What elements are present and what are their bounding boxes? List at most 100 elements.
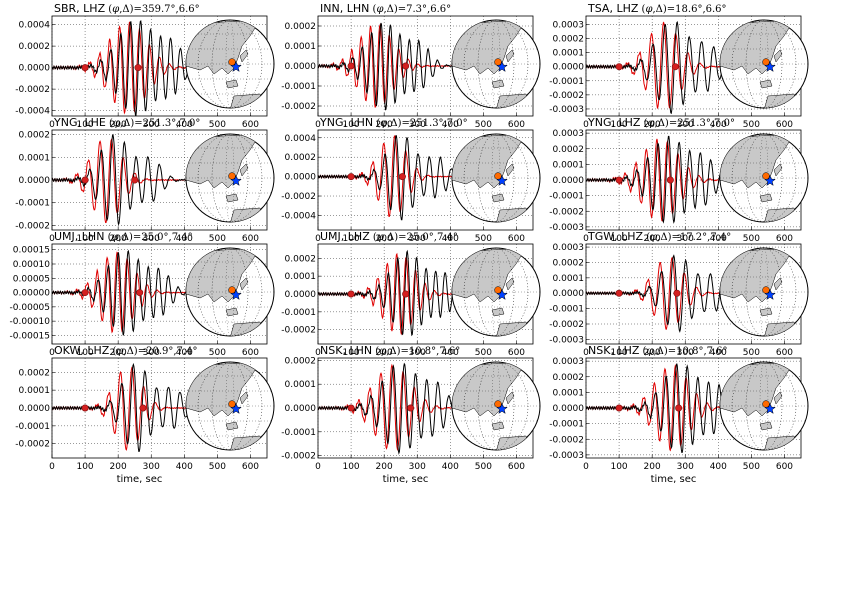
panel-title: UMJ, LHN (φ,Δ)=25.0°,7.4° bbox=[54, 231, 193, 244]
phase-marker bbox=[398, 173, 406, 181]
station-marker bbox=[228, 400, 236, 408]
globe-inset bbox=[451, 361, 541, 451]
x-tick-label: 100 bbox=[610, 348, 627, 358]
x-tick-label: 300 bbox=[143, 120, 160, 130]
y-tick-label: -0.0002 bbox=[281, 192, 316, 202]
asia-landmass bbox=[720, 20, 795, 75]
y-tick-label: 0.0002 bbox=[285, 254, 317, 264]
x-tick-label: 300 bbox=[677, 348, 694, 358]
y-tick-label: 0.0002 bbox=[553, 373, 585, 383]
panel-title-comma: , bbox=[436, 346, 440, 357]
station-marker bbox=[494, 400, 502, 408]
phase-marker bbox=[347, 62, 355, 70]
panel-title-distance: 7.0° bbox=[446, 118, 468, 129]
panel-title-channel: LHZ bbox=[616, 2, 639, 15]
x-axis-label: time, sec bbox=[117, 474, 163, 485]
australia-landmass bbox=[763, 321, 799, 336]
panel-yng-lhz: 0 100 200 300 400 500 600 0.0003 0.0002 0.0001 0.0… bbox=[549, 129, 809, 244]
x-axis-label: time, sec bbox=[651, 474, 697, 485]
meridian-line bbox=[211, 248, 249, 336]
y-tick-label: -0.0002 bbox=[549, 435, 584, 445]
panel-title-azimuth: 17.2° bbox=[679, 232, 708, 243]
asia-landmass bbox=[186, 362, 261, 417]
x-tick-label: 500 bbox=[743, 120, 760, 130]
panel-title-azimuth: 251.3° bbox=[142, 118, 177, 129]
japan-landmass bbox=[773, 277, 783, 291]
panel-title-params: (φ,Δ)= bbox=[643, 232, 680, 243]
x-tick-label: 300 bbox=[677, 462, 694, 472]
panel-title-station: TSA bbox=[588, 2, 610, 15]
meridian-line bbox=[731, 134, 797, 222]
y-tick-label: 0.0004 bbox=[19, 21, 51, 31]
event-star bbox=[496, 174, 508, 186]
y-tick-label: -0.0002 bbox=[15, 85, 50, 95]
x-tick-label: 300 bbox=[143, 234, 160, 244]
panel-title-station: INN bbox=[320, 2, 340, 15]
panel-title-comma: , bbox=[176, 118, 180, 129]
y-tick-label: -0.0004 bbox=[281, 211, 316, 221]
x-tick-label: 100 bbox=[342, 234, 359, 244]
x-tick-label: 500 bbox=[209, 234, 226, 244]
x-tick-label: 600 bbox=[242, 234, 259, 244]
panel-title: NSK, LHN (φ,Δ)=10.8°,7.6° bbox=[320, 345, 460, 358]
panel-umj-lhn: 0 100 200 300 400 500 600 0.00015 0.00010 0.00005… bbox=[10, 243, 275, 358]
meridian-line bbox=[745, 20, 783, 108]
meridian-line bbox=[477, 20, 515, 108]
y-tick-label: -0.0001 bbox=[549, 420, 584, 430]
meridian-line bbox=[197, 248, 263, 336]
x-tick-label: 0 bbox=[49, 348, 55, 358]
x-tick-label: 100 bbox=[610, 234, 627, 244]
y-tick-label: 0.0001 bbox=[19, 153, 51, 163]
x-tick-label: 100 bbox=[76, 120, 93, 130]
x-tick-label: 300 bbox=[677, 120, 694, 130]
japan-landmass bbox=[505, 49, 515, 63]
panel-title-params: (φ,Δ)= bbox=[105, 118, 143, 129]
x-tick-label: 100 bbox=[342, 348, 359, 358]
panel-title-separator: , bbox=[342, 344, 350, 357]
panel-title-station: NSK bbox=[320, 344, 343, 357]
y-tick-label: 0.0000 bbox=[285, 173, 317, 183]
y-tick-label: 0.0002 bbox=[553, 35, 585, 45]
x-tick-label: 100 bbox=[342, 462, 359, 472]
y-tick-label: -0.0001 bbox=[549, 77, 584, 87]
phase-marker bbox=[615, 289, 623, 297]
y-tick-label: 0.0000 bbox=[19, 64, 51, 74]
islands-landmass bbox=[759, 193, 773, 203]
y-tick-label: -0.0003 bbox=[549, 335, 584, 345]
x-tick-label: 600 bbox=[242, 348, 259, 358]
x-tick-label: 0 bbox=[315, 234, 321, 244]
station-marker bbox=[494, 286, 502, 294]
australia-landmass bbox=[763, 93, 799, 108]
y-tick-label: 0.0003 bbox=[553, 20, 585, 30]
x-tick-label: 600 bbox=[242, 120, 259, 130]
panel-title-channel: LHZ bbox=[347, 230, 370, 243]
y-tick-label: 0.0000 bbox=[19, 176, 51, 186]
panel-title-azimuth: 10.8° bbox=[408, 346, 437, 357]
panel-tgw-lhz: 0 100 200 300 400 500 600 0.0003 0.0002 0.0001 0.0… bbox=[549, 243, 809, 358]
x-tick-label: 600 bbox=[508, 462, 525, 472]
panel-title-params: (φ,Δ)= bbox=[369, 4, 407, 15]
y-tick-label: 0.0002 bbox=[19, 131, 51, 141]
y-tick-label: 0.00000 bbox=[13, 289, 50, 299]
japan-landmass bbox=[505, 277, 515, 291]
globe-land bbox=[186, 362, 274, 450]
x-tick-label: 500 bbox=[209, 462, 226, 472]
x-tick-label: 300 bbox=[409, 234, 426, 244]
panel-title-station: NSK bbox=[588, 344, 611, 357]
globe-inset bbox=[185, 361, 275, 451]
y-tick-label: 0.0002 bbox=[285, 153, 317, 163]
x-tick-label: 600 bbox=[508, 348, 525, 358]
y-tick-label: 0.0000 bbox=[285, 404, 317, 414]
y-tick-label: -0.0004 bbox=[15, 107, 50, 117]
globe-inset bbox=[719, 361, 809, 451]
y-tick-label: -0.00015 bbox=[10, 331, 50, 341]
y-tick-label: 0.0000 bbox=[553, 63, 585, 73]
y-tick-label: 0.0001 bbox=[553, 49, 585, 59]
panel-title-channel: LHZ bbox=[617, 344, 640, 357]
globe-inset bbox=[185, 133, 275, 223]
meridian-line bbox=[463, 362, 529, 450]
panel-tsa-lhz: 0 100 200 300 400 500 600 0.0003 0.0002 0.0001 0.0… bbox=[549, 15, 809, 130]
y-tick-label: 0.0002 bbox=[285, 356, 317, 366]
y-tick-label: 0.0002 bbox=[553, 145, 585, 155]
phase-marker bbox=[81, 289, 89, 297]
